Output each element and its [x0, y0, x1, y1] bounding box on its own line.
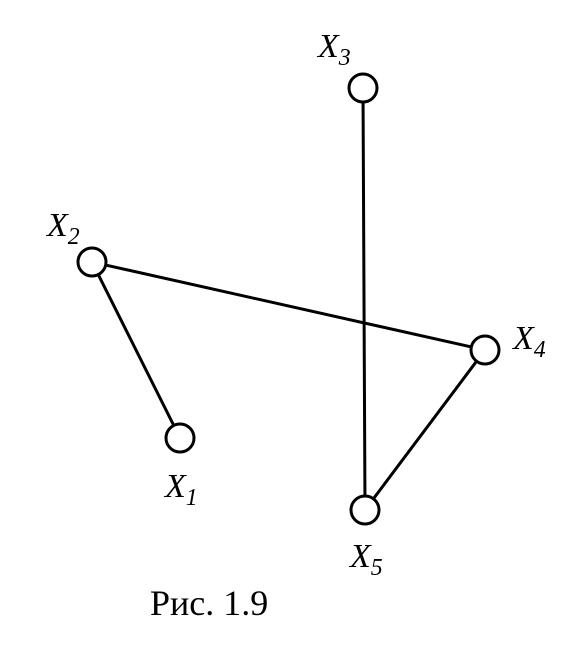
- edge-x1-x2: [98, 275, 173, 426]
- node-label-x4: X4: [513, 320, 546, 364]
- node-label-x5: X5: [350, 538, 383, 582]
- node-x3: [349, 74, 377, 102]
- node-x4: [471, 336, 499, 364]
- graph-canvas: [0, 0, 588, 652]
- node-x2: [78, 248, 106, 276]
- node-label-x2: X2: [47, 207, 80, 251]
- edge-x3-x5: [363, 102, 365, 496]
- graph-figure: X1 X2 X3 X4 X5 Рис. 1.9: [0, 0, 588, 652]
- node-label-x1: X1: [165, 468, 198, 512]
- edge-x4-x5: [373, 361, 476, 499]
- node-x5: [351, 496, 379, 524]
- node-x1: [166, 424, 194, 452]
- figure-caption: Рис. 1.9: [150, 582, 268, 624]
- edge-x2-x4: [106, 265, 472, 347]
- node-label-x3: X3: [318, 28, 351, 72]
